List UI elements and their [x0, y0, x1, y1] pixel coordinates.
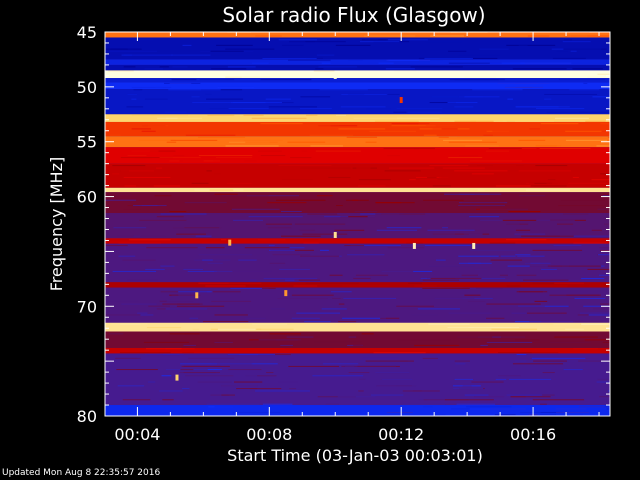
frequency-band — [105, 322, 610, 332]
frequency-band — [105, 353, 610, 406]
spectrogram-plot-area — [105, 32, 610, 416]
frequency-band — [105, 136, 610, 148]
x-tick-label: 00:12 — [378, 425, 424, 444]
updated-timestamp: Updated Mon Aug 8 22:35:57 2016 — [2, 468, 161, 478]
frequency-band — [105, 347, 610, 354]
frequency-band — [105, 282, 610, 288]
x-tick-label: 00:16 — [510, 425, 556, 444]
frequency-band — [105, 114, 610, 122]
frequency-band — [105, 59, 610, 65]
frequency-band — [105, 64, 610, 71]
burst-mark — [399, 97, 403, 104]
y-axis: 45 50 55 60 70 80 — [77, 23, 610, 426]
frequency-band — [105, 147, 610, 164]
y-tick-label: 60 — [77, 188, 97, 207]
burst-mark — [175, 374, 179, 381]
burst-mark — [195, 292, 199, 299]
frequency-band — [105, 243, 610, 283]
x-tick-label: 00:08 — [246, 425, 292, 444]
frequency-band — [105, 331, 610, 348]
y-tick-label: 55 — [77, 133, 97, 152]
frequency-band — [105, 405, 610, 416]
plot-frame — [104, 31, 611, 417]
burst-mark — [333, 231, 337, 238]
frequency-band — [105, 37, 610, 60]
burst-mark — [228, 239, 232, 246]
burst-mark — [284, 290, 288, 297]
burst-mark — [412, 242, 416, 249]
frequency-band — [105, 187, 610, 193]
y-tick-label: 80 — [77, 407, 97, 426]
frequency-band — [105, 213, 610, 239]
frequency-band — [105, 163, 610, 188]
frequency-band — [105, 32, 610, 38]
frequency-band — [105, 192, 610, 214]
x-axis-label: Start Time (03-Jan-03 00:03:01) — [227, 446, 483, 465]
y-axis-label: Frequency [MHz] — [47, 157, 66, 291]
frequency-band — [105, 78, 610, 83]
y-tick-label: 70 — [77, 297, 97, 316]
frequency-band — [105, 82, 610, 90]
burst-mark — [472, 242, 476, 249]
y-tick-label: 50 — [77, 78, 97, 97]
frequency-band — [105, 89, 610, 115]
x-tick-label: 00:04 — [114, 425, 160, 444]
x-axis: 00:04 00:08 00:12 00:16 — [114, 32, 600, 444]
frequency-band — [105, 70, 610, 79]
chart-title: Solar radio Flux (Glasgow) — [222, 3, 485, 27]
frequency-band — [105, 287, 610, 323]
y-tick-label: 45 — [77, 23, 97, 42]
frequency-band — [105, 121, 610, 137]
burst-mark — [333, 72, 337, 79]
frequency-band — [105, 238, 610, 244]
